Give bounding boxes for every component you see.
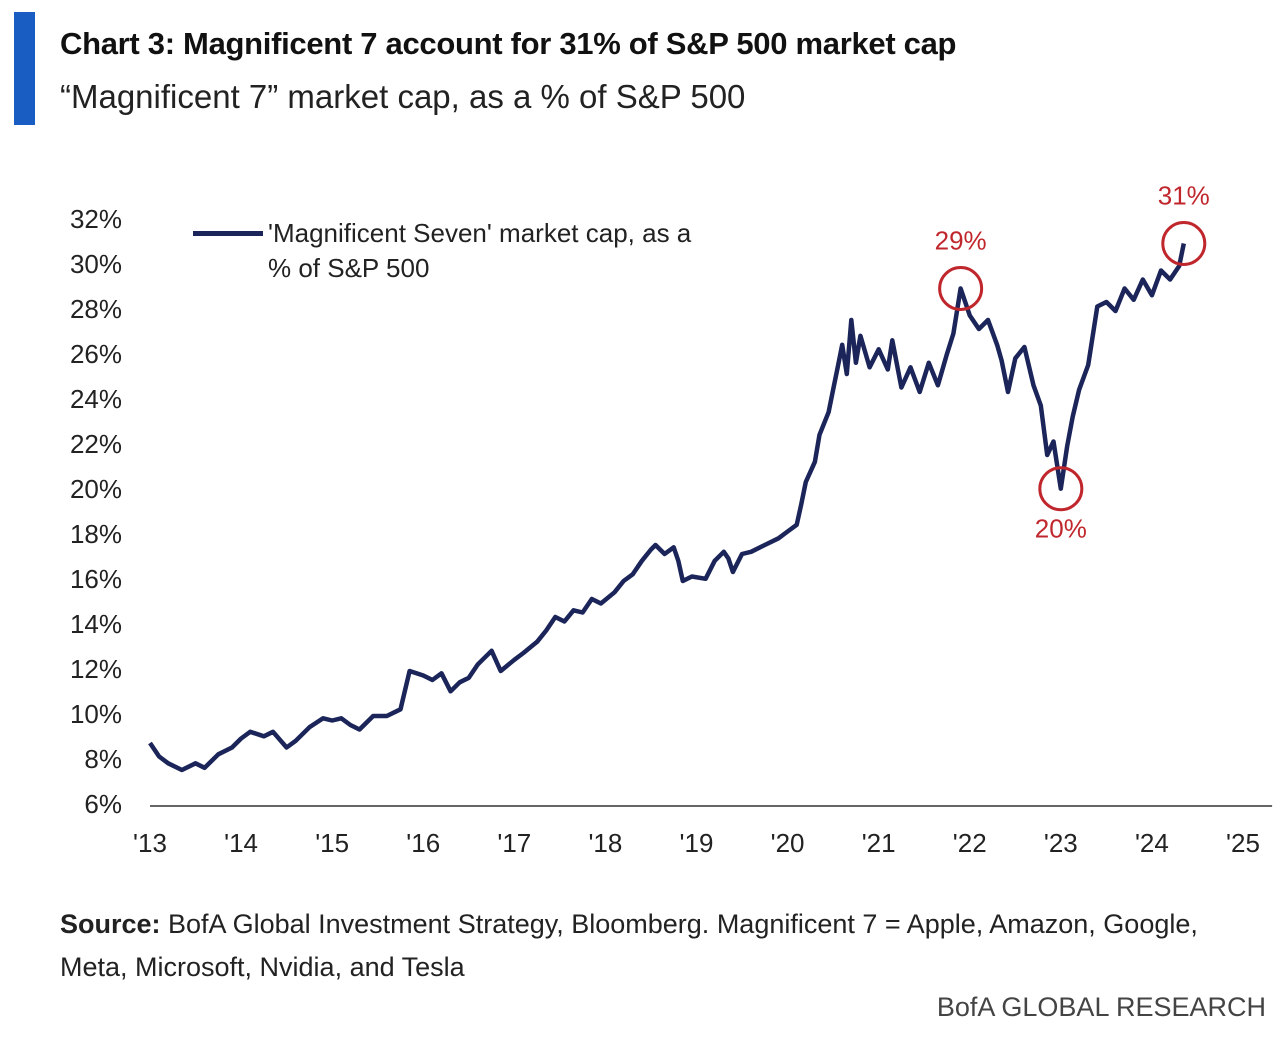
source-label: Source:	[60, 909, 161, 939]
y-tick-label: 22%	[70, 429, 122, 459]
x-tick-label: '14	[224, 828, 258, 858]
annotation-label: 20%	[1035, 514, 1087, 544]
x-tick-label: '23	[1044, 828, 1078, 858]
annotation-label: 29%	[935, 225, 987, 255]
annotation-circle	[1038, 466, 1084, 512]
x-tick-label: '20	[771, 828, 805, 858]
data-line	[148, 243, 1187, 773]
y-tick-label: 30%	[70, 249, 122, 279]
y-tick-label: 20%	[70, 474, 122, 504]
x-tick-label: '13	[133, 828, 167, 858]
x-tick-label: '24	[1135, 828, 1169, 858]
annotation-label: 31%	[1158, 180, 1210, 210]
y-tick-label: 28%	[70, 294, 122, 324]
y-tick-label: 8%	[84, 744, 122, 774]
y-tick-label: 12%	[70, 654, 122, 684]
x-tick-label: '16	[406, 828, 440, 858]
x-tick-label: '25	[1226, 828, 1260, 858]
annotation-circle	[938, 266, 984, 311]
y-tick-label: 10%	[70, 699, 122, 729]
x-tick-label: '17	[497, 828, 531, 858]
x-tick-label: '22	[953, 828, 987, 858]
y-tick-label: 32%	[70, 204, 122, 234]
y-tick-label: 18%	[70, 519, 122, 549]
chart-title: Chart 3: Magnificent 7 account for 31% o…	[60, 26, 957, 61]
y-tick-label: 6%	[84, 789, 122, 819]
y-tick-label: 26%	[70, 339, 122, 369]
x-tick-label: '19	[680, 828, 714, 858]
x-tick-label: '21	[862, 828, 896, 858]
y-tick-label: 24%	[70, 384, 122, 414]
x-tick-label: '18	[588, 828, 622, 858]
legend: 'Magnificent Seven' market cap, as a % o…	[193, 216, 698, 286]
legend-label: 'Magnificent Seven' market cap, as a % o…	[268, 218, 692, 283]
legend-swatch	[193, 231, 263, 236]
y-tick-label: 16%	[70, 564, 122, 594]
chart-subtitle: “Magnificent 7” market cap, as a % of S&…	[60, 78, 746, 115]
annotation-circle	[1161, 221, 1207, 266]
source-note: Source: BofA Global Investment Strategy,…	[60, 903, 1220, 989]
y-tick-label: 14%	[70, 609, 122, 639]
accent-bar	[14, 12, 35, 125]
footer: BofA GLOBAL RESEARCH	[936, 992, 1266, 1022]
x-tick-label: '15	[315, 828, 349, 858]
source-text: BofA Global Investment Strategy, Bloombe…	[60, 909, 1198, 982]
